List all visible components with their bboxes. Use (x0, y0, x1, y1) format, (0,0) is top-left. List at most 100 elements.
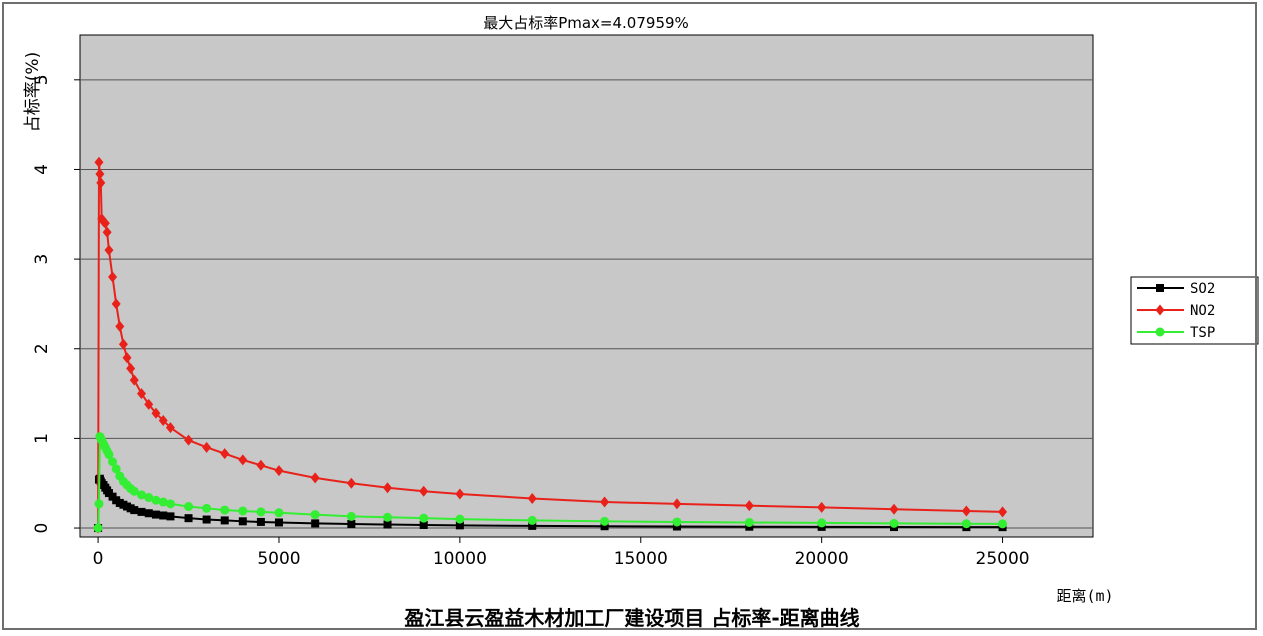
x-axis-label: 距离(m) (1056, 587, 1113, 605)
data-point-tsp (93, 523, 103, 533)
data-point-so2 (600, 522, 609, 531)
series-group (93, 156, 1008, 534)
data-point-tsp (104, 450, 114, 460)
data-point-no2 (310, 472, 320, 484)
y-tick-label: 0 (32, 523, 52, 534)
data-point-so2 (238, 517, 247, 526)
data-point-so2 (672, 522, 681, 531)
data-point-no2 (600, 496, 610, 508)
data-point-tsp (158, 497, 168, 507)
data-point-tsp (600, 516, 610, 526)
data-point-tsp (238, 506, 248, 516)
data-point-so2 (202, 515, 211, 524)
data-point-no2 (100, 217, 110, 229)
data-point-so2 (383, 520, 392, 529)
series-line-no2 (97, 162, 1003, 529)
data-point-so2 (130, 506, 139, 515)
chart-subtitle: 盈江县云盈益木材加工厂建设项目 占标率-距离曲线 (403, 606, 859, 630)
data-point-so2 (159, 511, 168, 520)
data-point-tsp (274, 508, 284, 518)
data-point-so2 (274, 518, 283, 527)
y-tick-label: 5 (32, 74, 52, 85)
y-tick-label: 3 (32, 254, 52, 265)
data-point-no2 (165, 422, 175, 434)
data-point-no2 (220, 448, 230, 460)
plot-area (79, 34, 1094, 538)
data-point-no2 (274, 465, 284, 477)
data-point-so2 (419, 520, 428, 529)
data-point-tsp (137, 490, 147, 500)
data-point-so2 (184, 514, 193, 523)
data-point-so2 (151, 510, 160, 519)
y-tick-label: 2 (32, 343, 52, 354)
y-tick-label: 4 (32, 164, 52, 175)
legend-marker-no2 (1155, 304, 1165, 316)
legend-label-tsp: TSP (1190, 325, 1215, 341)
data-point-tsp (202, 503, 212, 513)
data-point-no2 (118, 338, 128, 350)
data-point-no2 (202, 441, 212, 453)
data-point-no2 (108, 271, 118, 283)
data-point-so2 (311, 519, 320, 528)
data-point-no2 (96, 177, 106, 189)
series-tsp (93, 432, 1008, 533)
data-point-tsp (961, 519, 971, 529)
data-point-tsp (998, 519, 1008, 529)
data-point-no2 (256, 459, 266, 471)
data-point-tsp (256, 507, 266, 517)
data-point-no2 (126, 362, 136, 374)
data-point-tsp (165, 499, 175, 509)
y-tick-label: 1 (32, 433, 52, 444)
data-point-no2 (672, 498, 682, 510)
chart-title: 最大占标率Pmax=4.07959% (483, 14, 689, 32)
data-point-no2 (144, 398, 154, 410)
x-tick-label: 0 (93, 549, 104, 569)
data-point-no2 (527, 492, 537, 504)
data-point-so2 (528, 521, 537, 530)
data-point-so2 (455, 521, 464, 530)
x-tick-label: 25000 (976, 549, 1030, 569)
series-so2 (94, 474, 1007, 533)
data-point-no2 (122, 352, 132, 364)
data-point-no2 (95, 168, 105, 180)
data-point-no2 (346, 477, 356, 489)
data-point-tsp (220, 505, 230, 515)
data-point-tsp (108, 457, 118, 467)
legend-marker-so2 (1156, 284, 1164, 292)
data-point-tsp (94, 499, 104, 509)
x-tick-label: 20000 (795, 549, 849, 569)
data-point-tsp (310, 510, 320, 520)
data-point-tsp (672, 517, 682, 527)
data-point-no2 (111, 298, 121, 310)
data-point-no2 (961, 505, 971, 517)
data-point-no2 (998, 506, 1008, 518)
data-point-no2 (184, 434, 194, 446)
data-point-no2 (102, 226, 112, 238)
data-point-no2 (115, 320, 125, 332)
data-point-no2 (383, 482, 393, 494)
axes-group: 0 1 2 3 4 5 0 5000 10000 15000 20000 25000 (32, 74, 1030, 569)
data-point-no2 (137, 388, 147, 400)
data-point-no2 (238, 454, 248, 466)
legend-label-so2: SO2 (1190, 281, 1215, 297)
data-point-tsp (817, 518, 827, 528)
data-point-no2 (744, 500, 754, 512)
x-tick-label: 10000 (433, 549, 487, 569)
data-point-no2 (94, 156, 104, 168)
data-point-no2 (129, 374, 139, 386)
data-point-so2 (144, 509, 153, 518)
data-point-so2 (256, 517, 265, 526)
data-point-tsp (151, 495, 161, 505)
x-tick-label: 5000 (257, 549, 300, 569)
data-point-no2 (104, 244, 114, 256)
data-point-tsp (383, 512, 393, 522)
legend-label-no2: NO2 (1190, 303, 1215, 319)
data-point-no2 (817, 501, 827, 513)
data-point-tsp (455, 514, 465, 524)
data-point-tsp (744, 517, 754, 527)
data-point-tsp (111, 464, 121, 474)
data-point-tsp (144, 493, 154, 503)
data-point-tsp (184, 502, 194, 512)
